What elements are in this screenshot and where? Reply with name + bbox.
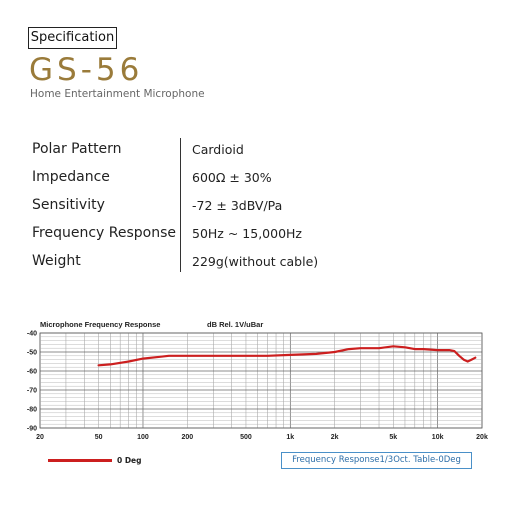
x-tick-label: 20k (476, 434, 488, 441)
y-tick-label: -90 (27, 426, 37, 433)
chart-ylabel: dB Rel. 1V/uBar (207, 320, 263, 329)
spec-value: 50Hz ~ 15,000Hz (192, 226, 302, 241)
model-subtitle: Home Entertainment Microphone (30, 88, 205, 100)
spec-label: Impedance (32, 169, 110, 185)
x-tick-label: 5k (389, 434, 397, 441)
frequency-response-chart: Microphone Frequency Response dB Rel. 1V… (27, 320, 488, 442)
x-tick-label: 1k (286, 434, 294, 441)
spec-value: Cardioid (192, 142, 244, 157)
series-line (97, 345, 477, 367)
legend-swatch (48, 459, 112, 462)
x-tick-label: 100 (137, 434, 149, 441)
spec-divider (180, 138, 181, 272)
spec-label: Sensitivity (32, 197, 105, 213)
model-title: GS-56 (29, 52, 144, 88)
x-tick-label: 10k (432, 434, 444, 441)
x-tick-label: 50 (95, 434, 103, 441)
x-tick-label: 20 (36, 434, 44, 441)
x-tick-label: 200 (181, 434, 193, 441)
spec-value: 600Ω ± 30% (192, 170, 272, 185)
spec-label: Weight (32, 253, 81, 269)
y-tick-label: -40 (27, 331, 37, 338)
x-tick-label: 2k (331, 434, 339, 441)
spec-label: Polar Pattern (32, 141, 122, 157)
x-tick-label: 500 (240, 434, 252, 441)
frequency-response-table-label: Frequency Response1/3Oct. Table-0Deg (281, 452, 472, 469)
y-tick-label: -80 (27, 407, 37, 414)
specification-badge: Specification (28, 27, 117, 49)
legend-label: 0 Deg (117, 456, 142, 465)
y-tick-label: -60 (27, 369, 37, 376)
spec-label: Frequency Response (32, 225, 177, 241)
chart-series (97, 345, 477, 367)
chart-title: Microphone Frequency Response (40, 320, 160, 329)
chart-grid (39, 332, 483, 429)
spec-value: 229g(without cable) (192, 254, 319, 269)
y-tick-label: -70 (27, 388, 37, 395)
plot-frame (39, 332, 483, 429)
spec-value: -72 ± 3dBV/Pa (192, 198, 283, 213)
y-tick-label: -50 (27, 350, 37, 357)
